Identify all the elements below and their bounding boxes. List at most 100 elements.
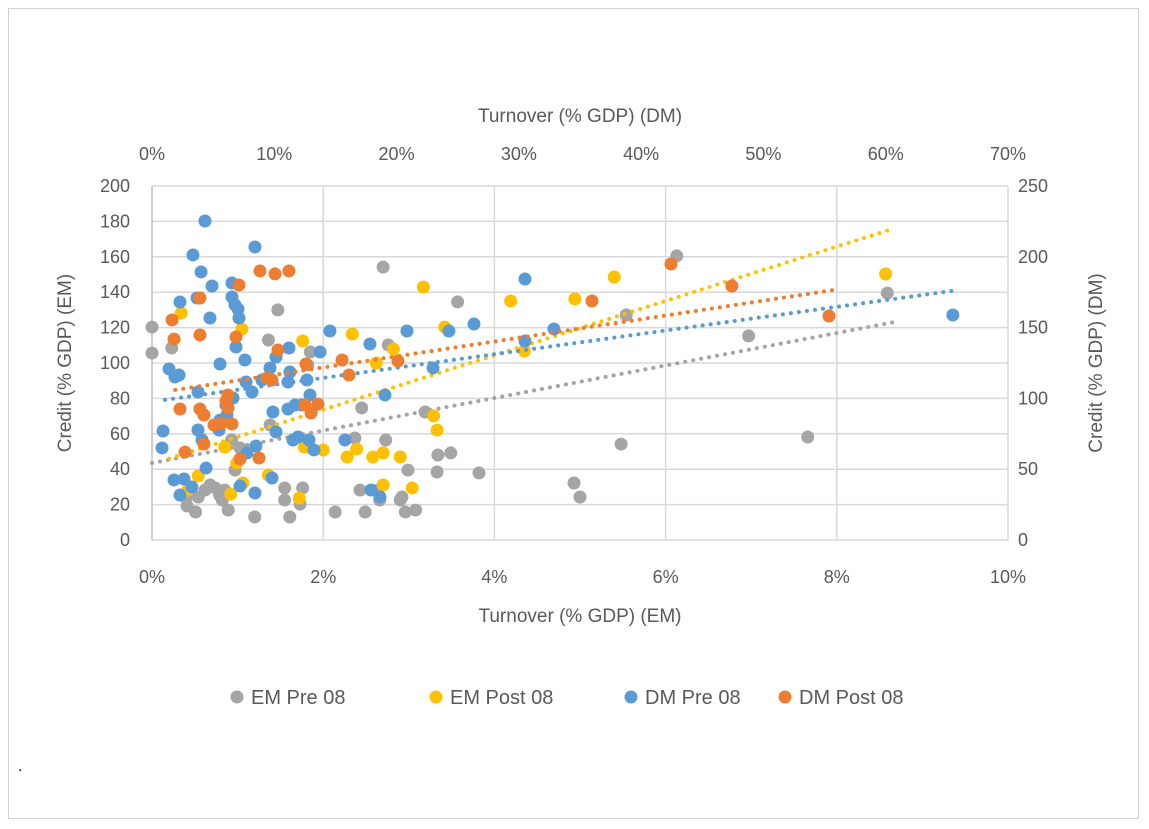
y-right-tick-label: 250 <box>1018 176 1048 196</box>
point-dm-pre-08 <box>156 424 170 438</box>
x-bottom-axis-title: Turnover (% GDP) (EM) <box>478 606 681 627</box>
point-dm-post-08 <box>585 294 599 308</box>
point-em-post-08 <box>316 443 330 457</box>
point-dm-post-08 <box>197 437 211 451</box>
point-dm-pre-08 <box>281 375 295 389</box>
point-dm-pre-08 <box>291 430 305 444</box>
point-dm-pre-08 <box>323 324 337 338</box>
point-dm-post-08 <box>207 418 221 432</box>
point-dm-pre-08 <box>177 472 191 486</box>
y-left-tick-label: 80 <box>110 388 130 408</box>
y-right-axis-title: Credit (% GDP) (DM) <box>1086 273 1107 452</box>
point-em-post-08 <box>369 356 383 370</box>
point-dm-pre-08 <box>203 311 217 325</box>
point-em-post-08 <box>174 306 188 320</box>
point-dm-post-08 <box>725 279 739 293</box>
point-dm-pre-08 <box>946 308 960 322</box>
legend-marker-em-pre-08 <box>230 690 244 704</box>
point-dm-post-08 <box>822 309 836 323</box>
point-em-pre-08 <box>614 437 628 451</box>
point-dm-pre-08 <box>303 388 317 402</box>
point-em-pre-08 <box>401 463 415 477</box>
point-dm-post-08 <box>253 264 267 278</box>
point-dm-post-08 <box>252 451 266 465</box>
point-dm-pre-08 <box>302 433 316 447</box>
point-em-pre-08 <box>271 303 285 317</box>
point-em-pre-08 <box>395 490 409 504</box>
point-dm-pre-08 <box>307 443 321 457</box>
point-dm-post-08 <box>167 332 181 346</box>
trendline-dm-post-08 <box>173 288 836 392</box>
point-dm-pre-08 <box>199 461 213 475</box>
point-dm-post-08 <box>233 452 247 466</box>
point-dm-pre-08 <box>191 385 205 399</box>
point-dm-pre-08 <box>266 405 280 419</box>
y-left-tick-label: 0 <box>120 530 130 550</box>
point-em-pre-08 <box>567 476 581 490</box>
point-dm-pre-08 <box>442 324 456 338</box>
x-top-tick-label: 30% <box>501 144 537 164</box>
point-em-post-08 <box>376 446 390 460</box>
point-em-pre-08 <box>398 505 412 519</box>
point-dm-post-08 <box>173 402 187 416</box>
point-em-pre-08 <box>358 505 372 519</box>
x-top-tick-label: 20% <box>379 144 415 164</box>
point-dm-post-08 <box>304 406 318 420</box>
point-dm-post-08 <box>271 343 285 357</box>
point-dm-pre-08 <box>198 214 212 228</box>
point-dm-pre-08 <box>378 388 392 402</box>
point-dm-pre-08 <box>173 295 187 309</box>
y-left-tick-label: 120 <box>100 318 130 338</box>
point-em-pre-08 <box>353 483 367 497</box>
point-dm-post-08 <box>232 278 246 292</box>
point-dm-post-08 <box>165 313 179 327</box>
point-dm-pre-08 <box>248 240 262 254</box>
point-em-pre-08 <box>444 446 458 460</box>
point-em-pre-08 <box>880 286 894 300</box>
legend-label-em-pre-08: EM Pre 08 <box>251 687 345 709</box>
point-dm-post-08 <box>311 397 325 411</box>
footnote: . <box>18 758 23 775</box>
point-em-pre-08 <box>376 260 390 274</box>
point-dm-pre-08 <box>238 353 252 367</box>
point-em-pre-08 <box>303 345 317 359</box>
point-em-pre-08 <box>221 503 235 517</box>
x-bottom-tick-label: 4% <box>481 567 507 587</box>
point-em-pre-08 <box>801 430 815 444</box>
point-dm-post-08 <box>342 368 356 382</box>
point-dm-pre-08 <box>191 423 205 437</box>
y-left-tick-label: 100 <box>100 353 130 373</box>
point-dm-pre-08 <box>194 265 208 279</box>
point-em-post-08 <box>416 280 430 294</box>
point-dm-pre-08 <box>467 317 481 331</box>
point-em-pre-08 <box>296 481 310 495</box>
point-em-post-08 <box>879 267 893 281</box>
y-left-tick-label: 180 <box>100 211 130 231</box>
point-em-post-08 <box>345 327 359 341</box>
y-right-tick-label: 50 <box>1018 459 1038 479</box>
point-em-pre-08 <box>742 329 756 343</box>
point-em-pre-08 <box>278 481 292 495</box>
point-dm-post-08 <box>391 354 405 368</box>
y-left-tick-label: 140 <box>100 282 130 302</box>
x-bottom-tick-label: 8% <box>824 567 850 587</box>
point-dm-post-08 <box>268 267 282 281</box>
point-dm-pre-08 <box>155 441 169 455</box>
y-right-tick-label: 100 <box>1018 388 1048 408</box>
legend-label-dm-pre-08: DM Pre 08 <box>645 687 741 709</box>
point-dm-pre-08 <box>269 425 283 439</box>
x-top-tick-label: 60% <box>868 144 904 164</box>
legend-marker-em-post-08 <box>429 690 443 704</box>
point-dm-pre-08 <box>265 471 279 485</box>
point-em-post-08 <box>405 481 419 495</box>
point-em-pre-08 <box>283 510 297 524</box>
point-dm-post-08 <box>193 291 207 305</box>
point-em-post-08 <box>517 344 531 358</box>
point-dm-post-08 <box>282 264 296 278</box>
point-em-post-08 <box>224 487 238 501</box>
x-bottom-tick-label: 10% <box>990 567 1026 587</box>
point-em-pre-08 <box>189 505 203 519</box>
chart-frame <box>8 8 1139 819</box>
point-dm-pre-08 <box>547 322 561 336</box>
